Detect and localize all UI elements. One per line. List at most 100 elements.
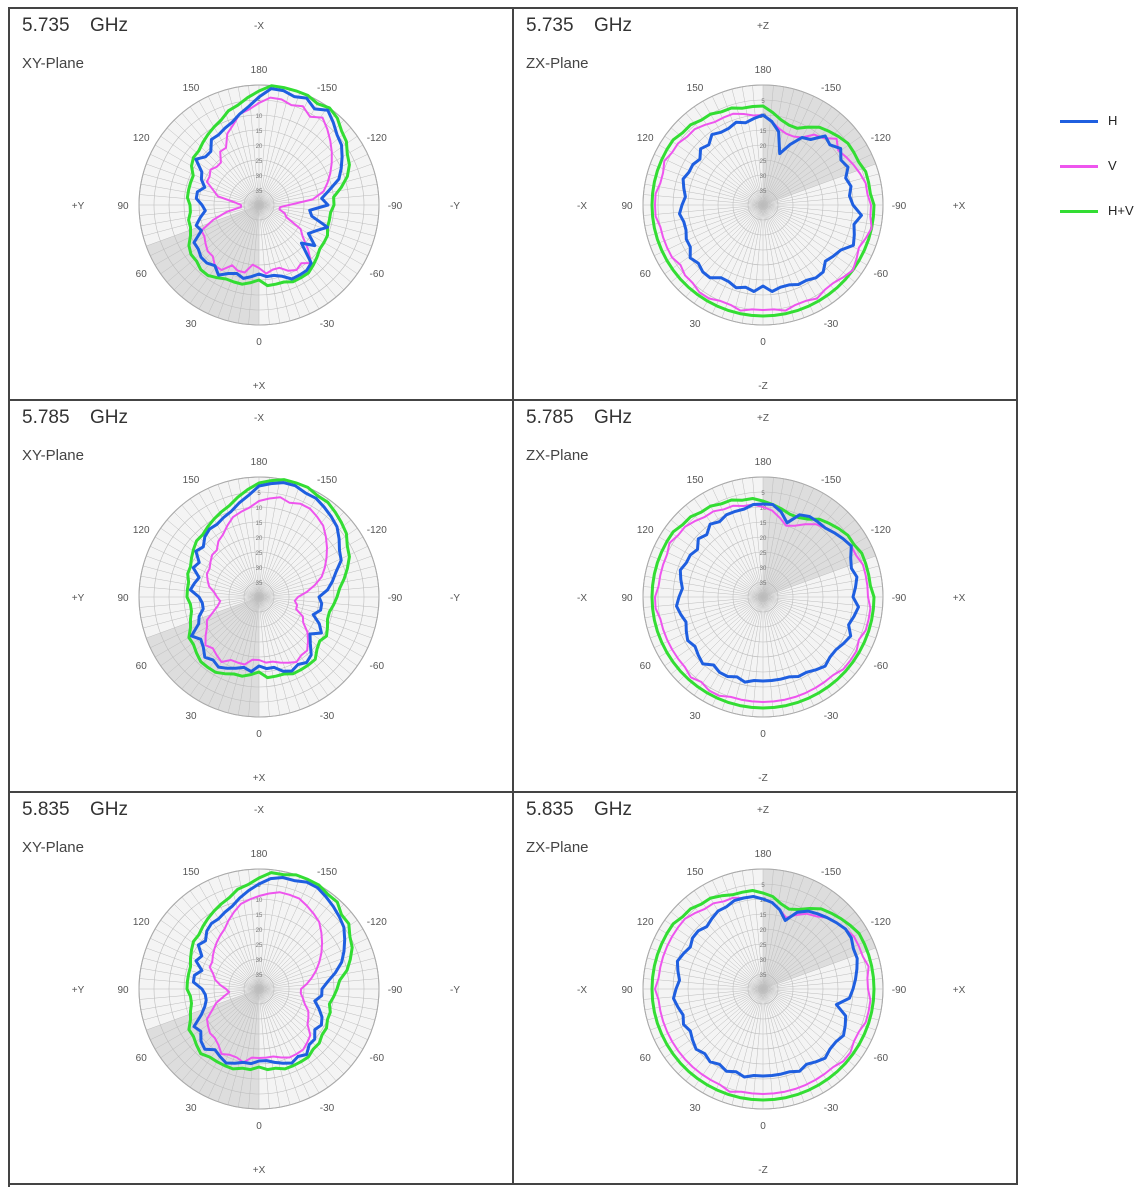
grid-spoke	[258, 988, 364, 1050]
angle-tick-label: 60	[640, 269, 652, 280]
polar-outline	[642, 868, 884, 1110]
radial-tick-label: 10	[256, 506, 263, 512]
grid-spoke	[150, 988, 260, 1040]
grid-spoke	[258, 204, 345, 291]
grid-spoke	[258, 596, 329, 696]
grid-spoke	[150, 546, 260, 598]
grid-spoke	[258, 896, 337, 990]
grid-spoke	[258, 575, 378, 598]
grid-spoke	[258, 596, 310, 706]
grid-spoke	[140, 967, 260, 990]
grid-spoke	[643, 988, 764, 1000]
grid-spoke	[258, 86, 281, 206]
angle-tick-label: 180	[755, 849, 772, 860]
plane-label: ZX-Plane	[526, 839, 589, 856]
grid-spoke	[654, 154, 764, 206]
series-line-h	[188, 481, 343, 674]
grid-spoke	[693, 498, 764, 598]
grid-spoke	[658, 928, 764, 990]
grid-spoke	[258, 204, 320, 310]
grid-spoke	[258, 527, 358, 598]
grid-spoke	[258, 988, 372, 1031]
angle-tick-label: 0	[256, 729, 262, 740]
grid-spoke	[643, 978, 764, 990]
axis-direction-left: +Y	[72, 593, 85, 604]
grid-spoke	[258, 194, 379, 206]
chart-panel-4: 5.785 GHz ZX-Plane 5 10 15 20 25 30 35 180 -150 -…	[514, 401, 1018, 793]
grid-spoke	[258, 988, 281, 1108]
grid-spoke	[643, 596, 764, 608]
grid-spoke	[189, 596, 260, 696]
angle-tick-label: -30	[824, 1103, 839, 1114]
frequency-unit: GHz	[594, 799, 632, 820]
shaded-sector	[146, 205, 259, 325]
angle-tick-label: 90	[117, 593, 129, 604]
grid-spoke	[762, 596, 805, 710]
angle-tick-label: -90	[388, 985, 403, 996]
radial-tick-label: 15	[256, 521, 263, 527]
grid-spoke	[685, 988, 764, 1082]
axis-direction-left: -X	[577, 593, 587, 604]
grid-spoke	[150, 938, 260, 990]
angle-tick-label: 0	[760, 337, 766, 348]
angle-tick-label: 180	[251, 65, 268, 76]
grid-spoke	[173, 511, 260, 598]
polar-outline	[138, 476, 380, 718]
frequency-label: 5.785	[22, 407, 70, 428]
shaded-sector	[146, 597, 259, 717]
grid-spoke	[762, 988, 868, 1050]
angle-tick-label: 150	[687, 867, 704, 878]
grid-spoke	[258, 903, 345, 990]
grid-spoke	[762, 96, 814, 206]
radial-tick-label: 25	[760, 943, 767, 949]
grid-spoke	[166, 596, 260, 675]
series-line-hv	[185, 871, 354, 1072]
grid-spoke	[258, 163, 372, 206]
angle-tick-label: 120	[133, 525, 150, 536]
grid-spoke	[181, 204, 260, 298]
grid-spoke	[762, 988, 785, 1108]
grid-spoke	[762, 988, 805, 1102]
grid-spoke	[258, 880, 310, 990]
grid-spoke	[762, 596, 841, 690]
grid-spoke	[693, 204, 764, 304]
radial-tick-label: 35	[256, 189, 263, 195]
grid-spoke	[154, 204, 260, 266]
grid-spoke	[181, 988, 260, 1082]
angle-tick-label: 0	[256, 337, 262, 348]
grid-spoke	[227, 988, 260, 1105]
grid-spoke	[140, 183, 260, 206]
angle-tick-label: 30	[185, 1103, 197, 1114]
grid-spoke	[762, 988, 833, 1088]
grid-spoke	[762, 127, 856, 206]
grid-spoke	[173, 903, 260, 990]
grid-spoke	[258, 596, 270, 717]
grid-spoke	[677, 119, 764, 206]
grid-spoke	[654, 938, 764, 990]
grid-spoke	[258, 947, 372, 990]
grid-spoke	[762, 988, 882, 1011]
grid-spoke	[721, 988, 764, 1102]
grid-spoke	[154, 928, 260, 990]
grid-spoke	[762, 481, 795, 598]
grid-spoke	[647, 596, 764, 629]
grid-spoke	[762, 204, 814, 314]
radial-tick-label: 30	[256, 174, 263, 180]
radial-tick-label: 25	[256, 159, 263, 165]
radial-tick-label: 15	[760, 129, 767, 135]
grid-spoke	[762, 596, 814, 706]
grid-spoke	[258, 596, 364, 658]
grid-spoke	[198, 884, 260, 990]
legend-entry-h: H	[1060, 112, 1145, 132]
grid-spoke	[258, 488, 310, 598]
grid-spoke	[712, 880, 764, 990]
frequency-label: 5.735	[526, 15, 574, 36]
grid-spoke	[741, 204, 764, 324]
radial-tick-label: 10	[760, 506, 767, 512]
grid-spoke	[647, 565, 764, 598]
grid-spoke	[762, 546, 872, 598]
grid-spoke	[664, 135, 764, 206]
grid-spoke	[762, 173, 879, 206]
angle-tick-label: 90	[117, 201, 129, 212]
grid-spoke	[146, 947, 260, 990]
